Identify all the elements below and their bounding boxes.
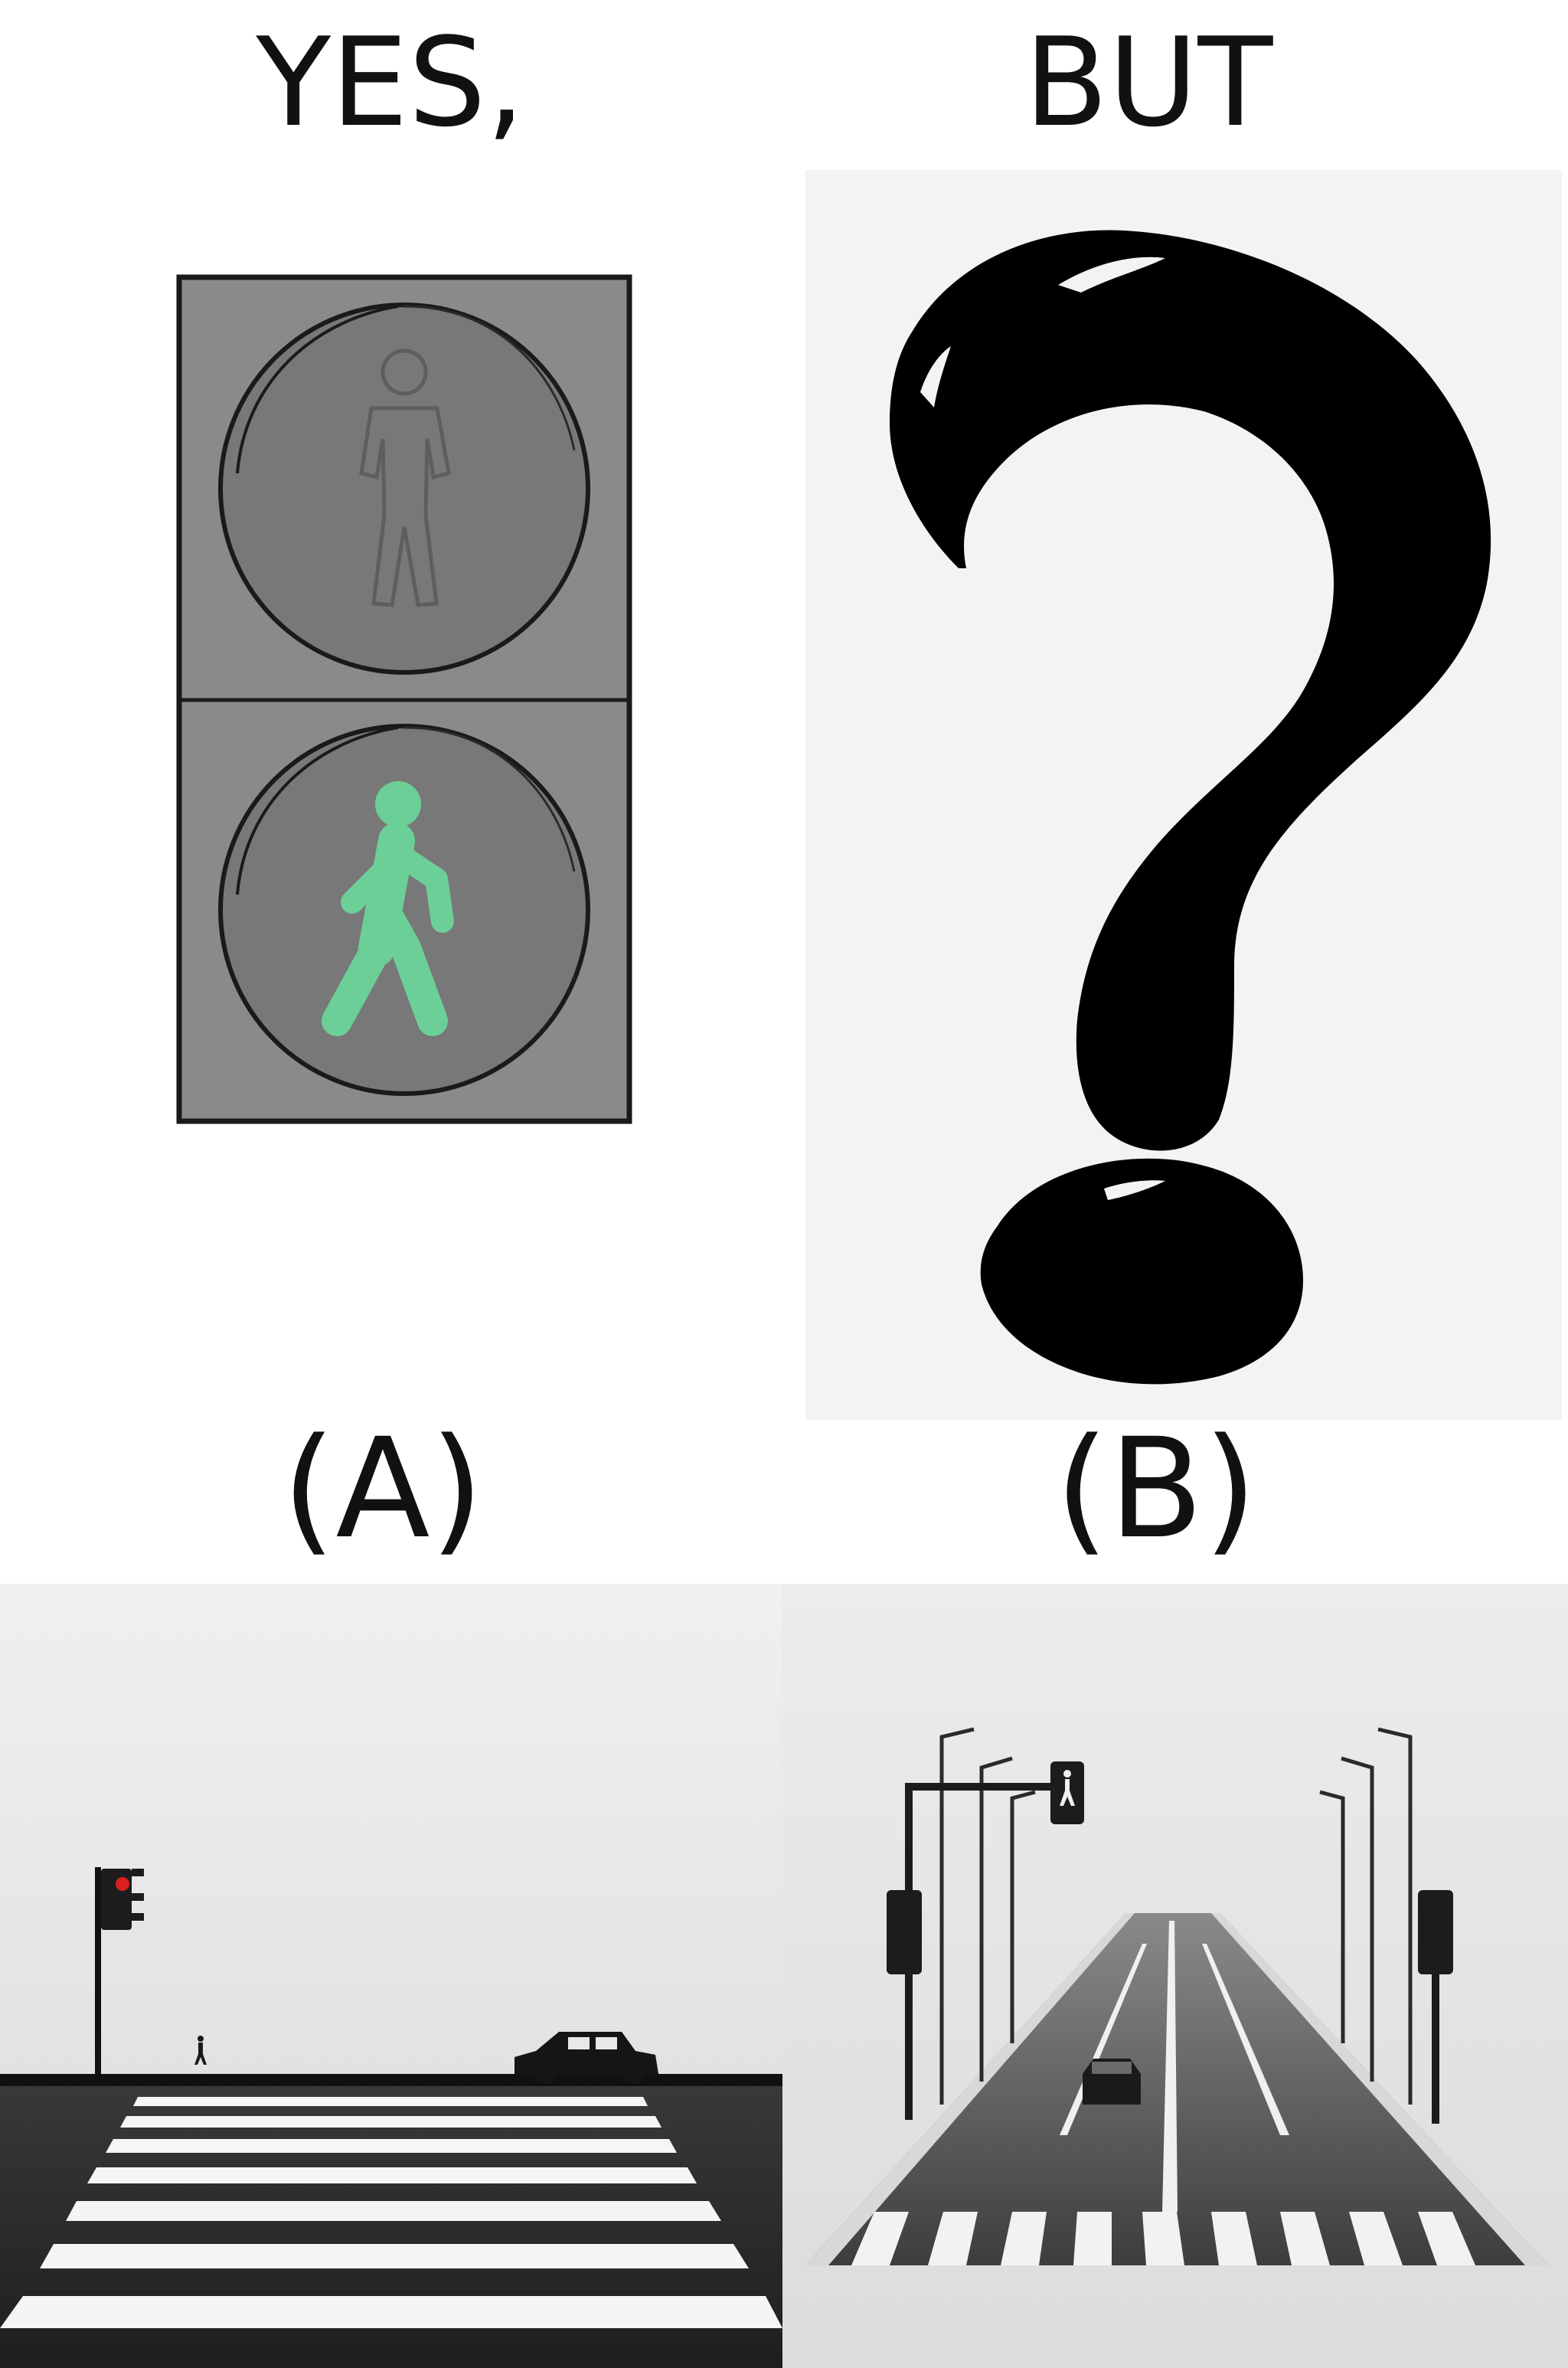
scene-b-panel	[782, 1584, 1568, 2368]
caption-but: BUT	[1024, 11, 1273, 154]
zebra-stripes	[0, 2097, 782, 2328]
caption-yes: YES,	[256, 11, 525, 154]
car-silhouette	[1083, 2059, 1141, 2105]
walk-signal-icon	[1060, 1770, 1075, 1806]
label-b: (B)	[1055, 1409, 1257, 1569]
traffic-light-red	[95, 1867, 144, 2078]
lane-markings	[1060, 1921, 1289, 2212]
standing-figure-icon	[359, 348, 451, 607]
car-silhouette	[514, 2032, 658, 2084]
zebra-stripes	[851, 2212, 1475, 2265]
pedestrian-signal-panel	[176, 274, 632, 1124]
road-crosswalk-scene-icon	[782, 1584, 1568, 2368]
street-lamps	[939, 1727, 1413, 2105]
walking-figure-icon	[322, 781, 454, 1036]
scene-a-panel	[0, 1584, 782, 2368]
pedestrian-silhouette	[194, 2036, 207, 2065]
pedestrian-signal-icon	[176, 274, 632, 1124]
crosswalk-scene-icon	[0, 1584, 782, 2368]
question-panel	[805, 170, 1562, 1420]
label-a: (A)	[282, 1409, 484, 1569]
question-mark-icon	[805, 170, 1562, 1420]
